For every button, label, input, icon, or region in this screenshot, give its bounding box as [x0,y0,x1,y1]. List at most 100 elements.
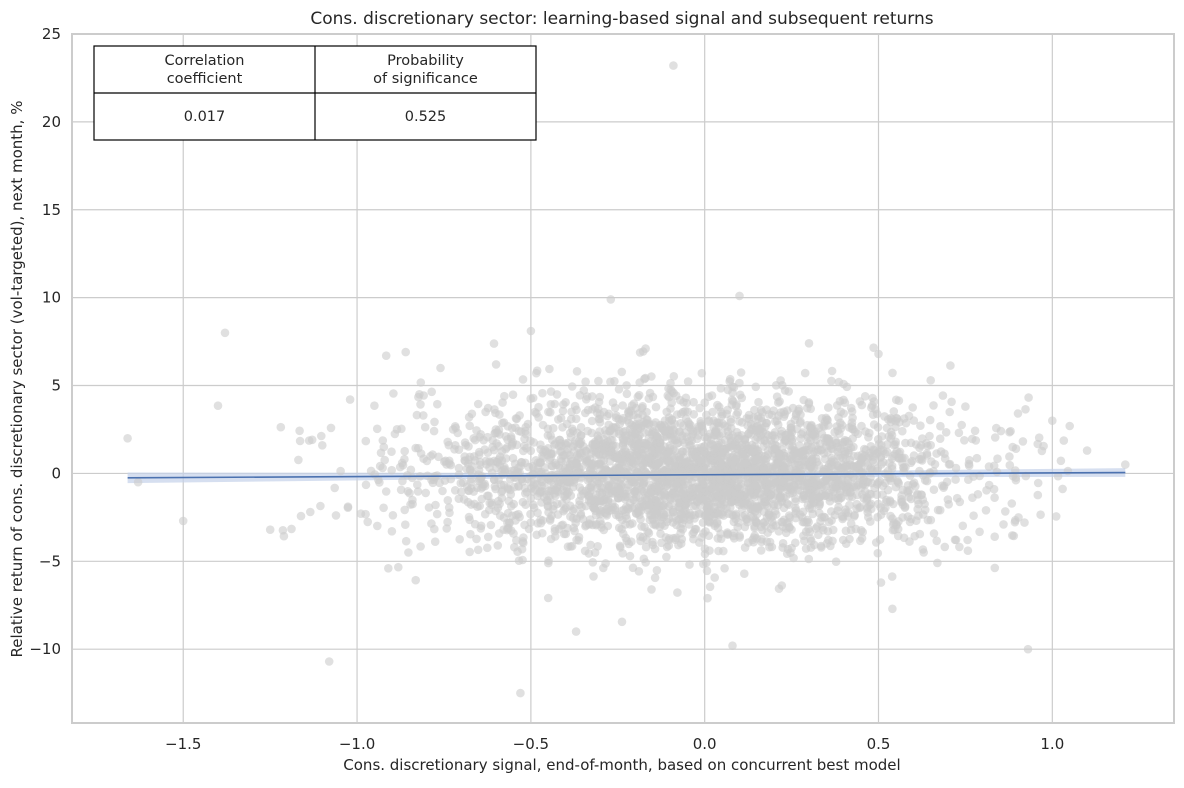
y-tick-label: −10 [29,640,61,658]
scatter-point [1006,426,1015,436]
scatter-point [518,497,528,507]
scatter-point [503,484,513,494]
scatter-point [595,497,605,506]
scatter-point [644,453,653,462]
scatter-point [999,520,1008,529]
scatter-point [754,425,764,435]
scatter-point [483,543,492,553]
scatter-point [719,546,728,556]
scatter-point [213,401,223,411]
scatter-point [336,466,345,476]
scatter-point [1063,466,1073,476]
scatter-point [697,368,707,378]
scatter-point [641,344,650,353]
scatter-point [440,476,450,485]
scatter-point [798,451,808,460]
scatter-point [651,402,661,412]
scatter-point [826,541,835,551]
scatter-point [669,372,679,381]
scatter-point [889,451,898,461]
scatter-point [735,291,744,301]
scatter-point [698,427,708,437]
scatter-point [545,455,554,465]
scatter-point [419,411,428,420]
scatter-point [824,436,834,446]
scatter-point [823,468,833,477]
scatter-point [824,517,834,527]
plot-frame [71,33,1175,724]
scatter-point [972,453,982,463]
scatter-point [763,446,773,456]
scatter-point [279,531,289,541]
scatter-point [769,431,779,440]
scatter-point [628,458,638,468]
scatter-point [529,481,538,490]
scatter-point [593,542,602,551]
scatter-point [543,444,553,453]
scatter-point [486,520,496,530]
scatter-point [752,484,762,494]
scatter-point [907,456,917,466]
x-tick-label: 0.5 [867,735,891,753]
scatter-point [705,582,715,592]
scatter-point [939,481,949,491]
scatter-point [901,463,910,472]
scatter-point [689,462,699,472]
scatter-point [768,521,778,530]
scatter-point [804,339,814,348]
scatter-point [430,417,439,427]
scatter-point [544,558,553,568]
scatter-point [757,494,766,504]
scatter-point [905,537,914,546]
scatter-point [798,517,808,527]
scatter-point [343,503,353,512]
scatter-point [1048,416,1057,426]
scatter-point [637,454,646,463]
scatter-point [933,558,942,568]
scatter-point [454,463,464,473]
scatter-point [586,496,596,505]
scatter-point [804,457,814,467]
scatter-point [591,439,600,449]
scatter-point [673,438,683,448]
scatter-point [664,392,674,402]
scatter-point [960,436,969,445]
scatter-point [774,493,783,503]
scatter-point [876,578,886,587]
scatter-point [570,447,579,457]
scatter-point [598,450,608,459]
scatter-point [559,529,569,539]
scatter-point [547,511,556,521]
scatter-point [919,548,928,557]
scatter-point [361,436,371,446]
y-tick-label: 20 [42,113,61,131]
scatter-point [614,493,623,503]
stats-table: Correlation coefficient Probability of sign… [93,45,537,141]
scatter-point [702,566,712,576]
scatter-point [752,473,762,483]
scatter-point [888,368,897,378]
y-tick-label: 25 [42,25,61,43]
stats-table-value: 0.525 [405,109,447,125]
scatter-point [807,443,816,452]
scatter-point [883,485,893,495]
scatter-point [930,460,940,469]
scatter-point [731,438,740,448]
scatter-point [650,544,660,554]
scatter-point [745,498,755,508]
scatter-point [728,641,737,650]
scatter-point [866,517,875,526]
scatter-point [791,513,800,523]
scatter-point [729,528,739,538]
scatter-point [894,396,904,406]
scatter-point [380,455,390,465]
scatter-point [581,377,590,387]
scatter-point [677,490,686,499]
scatter-point [811,474,821,484]
scatter-point [798,507,808,517]
scatter-point [586,540,595,550]
scatter-point [662,456,672,465]
scatter-point [178,516,188,526]
scatter-point [696,457,706,467]
scatter-point [745,490,755,500]
